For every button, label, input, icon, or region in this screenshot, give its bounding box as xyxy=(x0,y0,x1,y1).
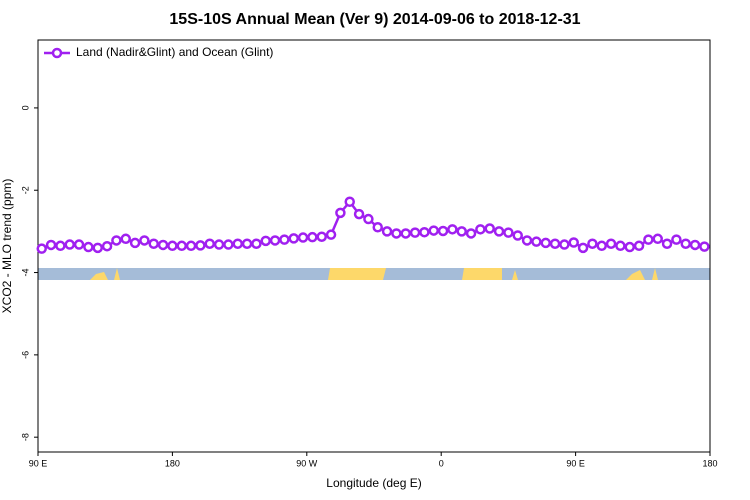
land-patch xyxy=(90,272,108,280)
legend-text: Land (Nadir&Glint) and Ocean (Glint) xyxy=(76,45,273,59)
data-point xyxy=(568,237,579,248)
data-point xyxy=(447,224,458,235)
data-point xyxy=(185,240,197,252)
data-point xyxy=(465,228,477,239)
data-point xyxy=(531,236,542,247)
land-patch xyxy=(512,270,518,280)
data-point xyxy=(83,241,94,253)
data-point xyxy=(288,233,299,244)
data-point xyxy=(325,229,337,240)
data-point xyxy=(400,228,411,239)
data-point xyxy=(559,239,570,250)
chart-title: 15S-10S Annual Mean (Ver 9) 2014-09-06 t… xyxy=(169,11,580,28)
y-tick-label: -6 xyxy=(20,351,30,359)
data-point xyxy=(241,238,253,249)
data-point xyxy=(428,225,439,236)
legend-marker xyxy=(51,47,63,59)
y-tick-label: 0 xyxy=(20,105,30,110)
x-tick-label: 180 xyxy=(702,458,717,468)
data-point xyxy=(484,223,495,234)
data-point xyxy=(297,232,309,243)
data-point xyxy=(176,240,187,252)
data-point xyxy=(157,239,169,251)
data-point xyxy=(633,240,645,252)
data-point xyxy=(279,234,290,245)
data-point xyxy=(213,239,225,250)
data-point xyxy=(148,238,159,249)
data-point xyxy=(204,238,215,249)
data-point xyxy=(577,242,589,254)
data-point xyxy=(353,208,365,220)
data-point xyxy=(73,239,85,250)
data-point xyxy=(475,224,486,235)
data-point xyxy=(251,238,262,249)
land-patch xyxy=(328,268,386,280)
data-point xyxy=(493,226,505,237)
data-point xyxy=(409,227,421,238)
data-point xyxy=(372,222,383,233)
data-point xyxy=(344,196,355,208)
data-point xyxy=(363,213,374,225)
data-point xyxy=(391,228,402,239)
data-point xyxy=(587,238,598,249)
data-point xyxy=(64,239,75,250)
data-point xyxy=(689,239,701,251)
data-point xyxy=(195,240,206,251)
data-point xyxy=(624,241,635,253)
data-point xyxy=(643,234,654,245)
x-tick-label: 90 E xyxy=(566,458,585,468)
data-point xyxy=(605,238,617,249)
data-point xyxy=(139,235,150,246)
data-point xyxy=(307,231,318,243)
y-tick-label: -8 xyxy=(20,433,30,441)
data-point xyxy=(615,240,626,252)
data-point xyxy=(167,240,178,252)
data-point xyxy=(223,239,234,250)
land-patch xyxy=(626,270,645,280)
data-point xyxy=(269,235,281,246)
y-tick-label: -2 xyxy=(20,186,30,194)
data-point xyxy=(335,207,346,219)
data-point xyxy=(512,230,523,241)
data-point xyxy=(456,226,467,237)
data-point xyxy=(92,242,103,254)
data-point xyxy=(111,235,122,246)
x-axis-label: Longitude (deg E) xyxy=(326,476,421,490)
data-point xyxy=(36,243,47,254)
y-axis-label: XCO2 - MLO trend (ppm) xyxy=(0,179,14,314)
land-patch xyxy=(114,268,120,280)
data-point xyxy=(540,237,551,249)
data-point xyxy=(549,238,561,249)
x-tick-label: 180 xyxy=(165,458,180,468)
data-point xyxy=(260,235,271,247)
data-point xyxy=(101,240,113,252)
data-point xyxy=(503,227,514,238)
data-point xyxy=(596,240,607,252)
data-point xyxy=(316,231,327,242)
data-point xyxy=(680,238,691,249)
legend: Land (Nadir&Glint) and Ocean (Glint) xyxy=(44,45,273,59)
data-point xyxy=(129,237,141,249)
data-point xyxy=(55,240,66,252)
x-tick-label: 0 xyxy=(439,458,444,468)
data-point xyxy=(120,233,131,245)
x-tick-label: 90 E xyxy=(29,458,48,468)
data-point xyxy=(521,235,533,246)
y-tick-label: -4 xyxy=(20,269,30,277)
land-ocean-strip xyxy=(38,268,710,280)
data-point xyxy=(652,233,663,245)
data-point xyxy=(232,238,243,249)
data-point xyxy=(381,226,393,237)
data-point xyxy=(419,226,430,238)
data-point xyxy=(661,238,673,249)
data-point xyxy=(699,241,710,252)
x-tick-label: 90 W xyxy=(296,458,318,468)
data-point xyxy=(437,225,449,237)
data-point xyxy=(45,239,57,251)
land-patch xyxy=(652,268,658,280)
data-point xyxy=(671,234,682,245)
land-patch xyxy=(462,268,502,280)
